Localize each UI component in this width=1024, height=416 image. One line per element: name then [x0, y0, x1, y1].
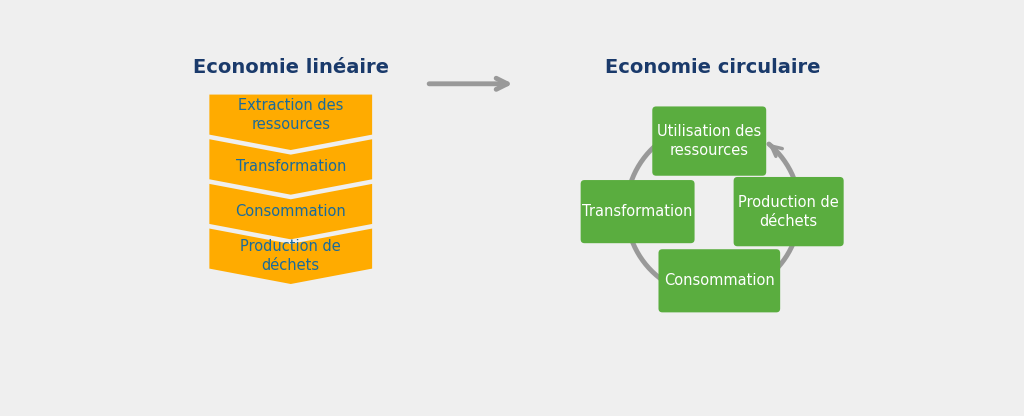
Text: Economie linéaire: Economie linéaire: [193, 58, 389, 77]
Polygon shape: [209, 228, 372, 284]
Text: Economie circulaire: Economie circulaire: [605, 58, 821, 77]
Polygon shape: [209, 184, 372, 239]
Text: Consommation: Consommation: [664, 273, 775, 288]
Polygon shape: [209, 94, 372, 150]
Text: Production de
déchets: Production de déchets: [241, 239, 341, 273]
FancyBboxPatch shape: [733, 177, 844, 246]
FancyBboxPatch shape: [581, 180, 694, 243]
Text: Consommation: Consommation: [236, 204, 346, 219]
Text: Extraction des
ressources: Extraction des ressources: [238, 97, 343, 132]
Text: Transformation: Transformation: [236, 159, 346, 174]
Text: Utilisation des
ressources: Utilisation des ressources: [657, 124, 762, 158]
FancyBboxPatch shape: [652, 106, 766, 176]
Text: Production de
déchets: Production de déchets: [738, 195, 839, 229]
FancyBboxPatch shape: [658, 249, 780, 312]
Polygon shape: [209, 139, 372, 195]
Text: Transformation: Transformation: [583, 204, 693, 219]
